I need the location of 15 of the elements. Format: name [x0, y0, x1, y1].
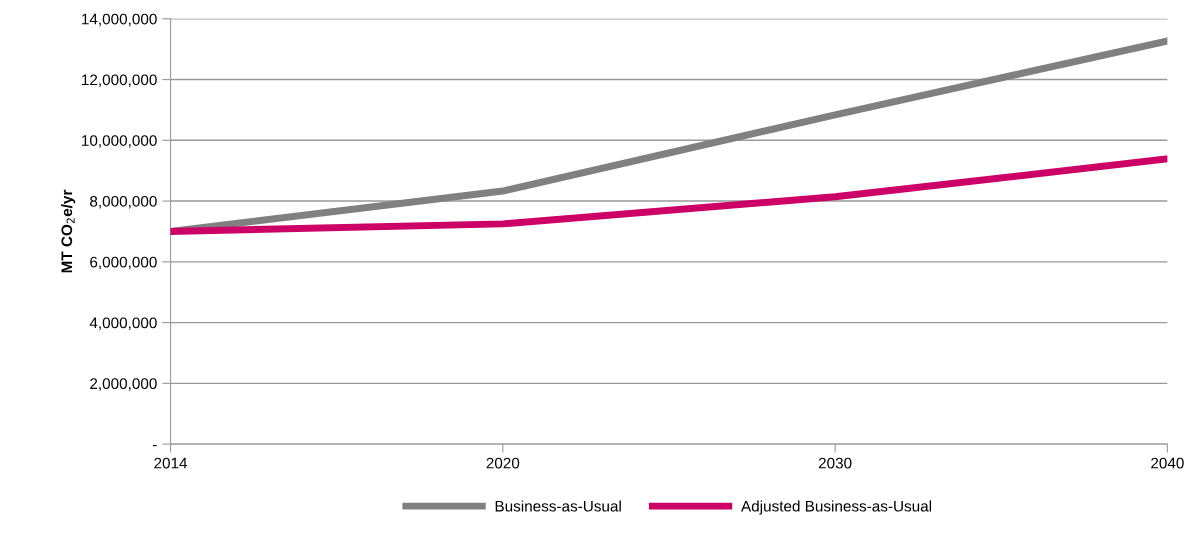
- y-tick-label: 10,000,000: [82, 135, 157, 148]
- legend-label: Business-as-Usual: [495, 500, 621, 512]
- x-tick-label: 2020: [486, 457, 520, 469]
- y-tick-label: 2,000,000: [90, 378, 157, 391]
- y-tick-label: 4,000,000: [89, 317, 157, 331]
- legend-label: Adjusted Business-as-Usual: [741, 500, 932, 515]
- y-tick-label: 6,000,000: [90, 256, 157, 270]
- y-tick-label: -: [152, 444, 157, 447]
- y-tick-label: 8,000,000: [90, 195, 157, 209]
- y-tick-label: 14,000,000: [82, 13, 157, 27]
- y-axis-title: MT CO$_{2}$e/yr: [60, 189, 76, 273]
- y-tick-label: 12,000,000: [82, 74, 157, 88]
- x-tick-label: 2014: [154, 457, 188, 469]
- x-tick-label: 2040: [1151, 457, 1184, 469]
- x-tick-label: 2030: [818, 457, 852, 469]
